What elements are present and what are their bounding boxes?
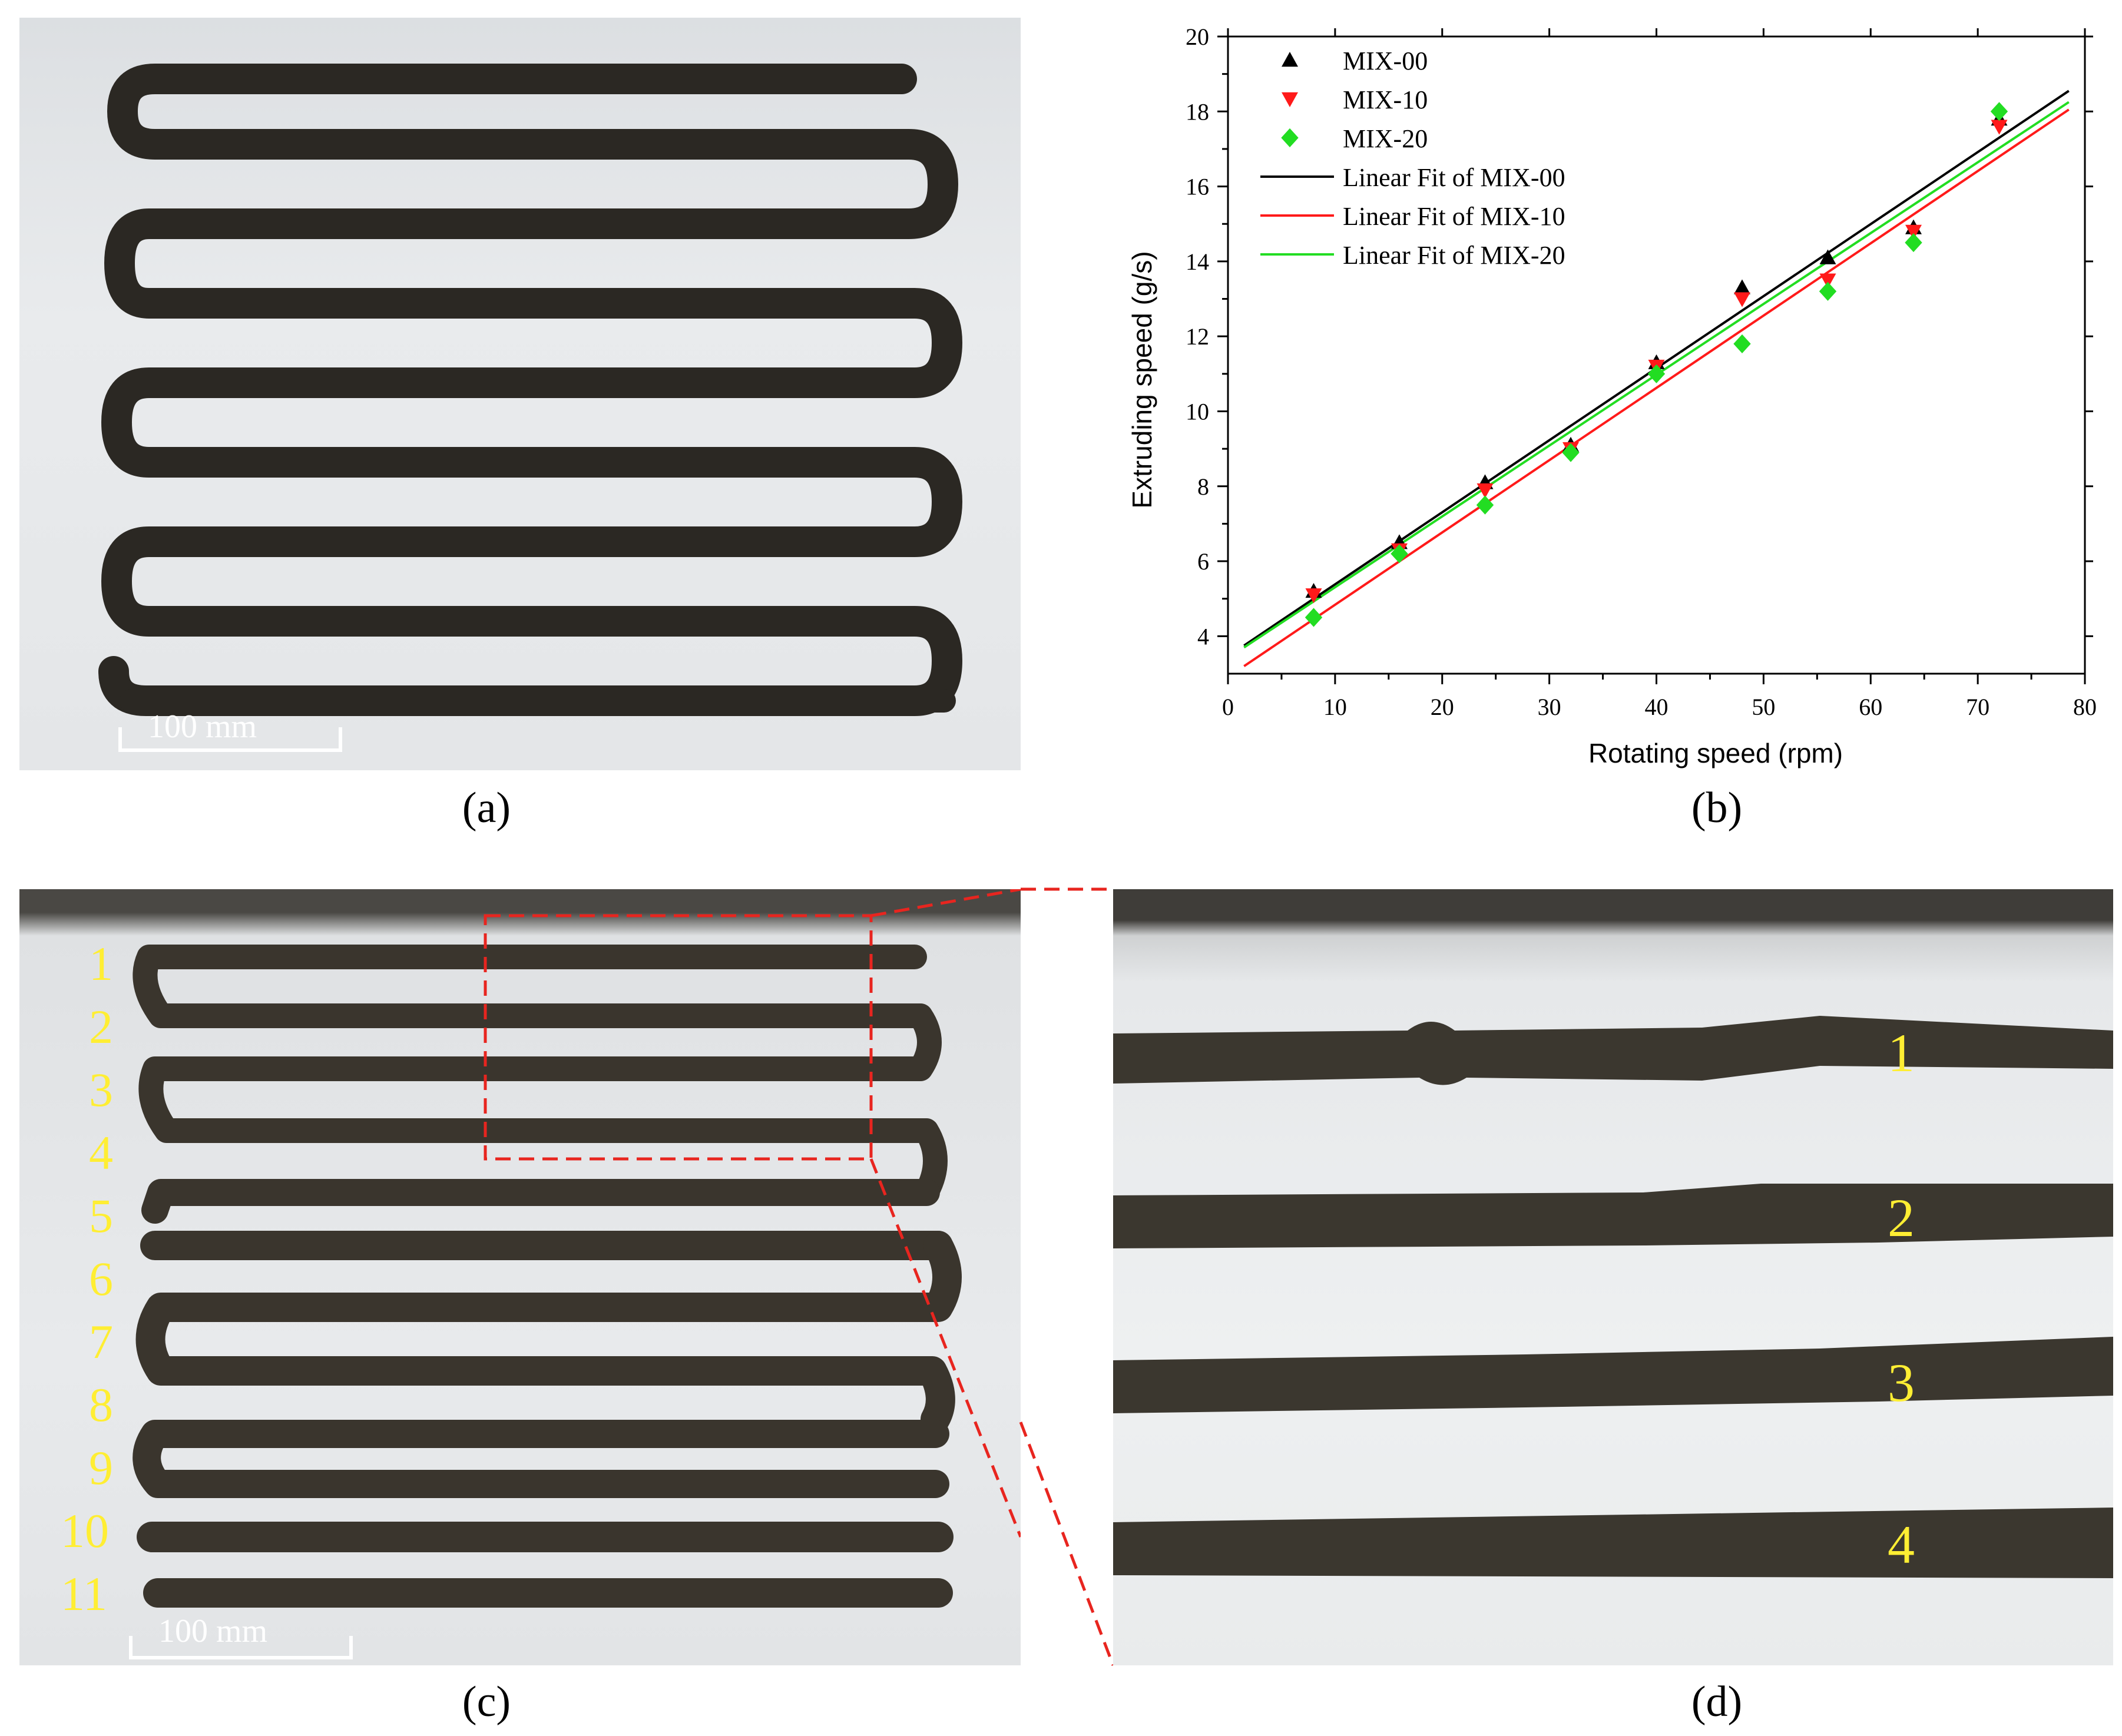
legend-label: MIX-00 [1343,47,1428,75]
legend-marker [1281,128,1299,148]
x-tick-label: 0 [1222,694,1234,720]
layer-label-c: 4 [89,1126,113,1180]
x-tick-label: 20 [1431,694,1454,720]
data-point [1477,483,1494,499]
layer-label-d: 2 [1888,1188,1915,1248]
serpentine-print-c [133,889,1021,1608]
layer-label-d: 4 [1888,1515,1915,1575]
layer-label-c: 11 [61,1567,107,1621]
chart-legend: MIX-00 MIX-10 MIX-20 Linear Fit of MIX-00 Li… [1260,47,1565,270]
scale-bar-c [129,1636,353,1659]
layer-label-c: 6 [89,1252,113,1306]
layer-label-c: 1 [89,937,113,990]
x-tick-label: 30 [1538,694,1561,720]
photo-panel-d: 1 2 3 4 [1113,889,2113,1665]
legend-label: MIX-10 [1343,85,1428,114]
y-tick-label: 6 [1197,548,1209,575]
layer-label-d: 3 [1888,1353,1915,1413]
caption-d: (d) [1691,1678,1743,1726]
legend-label: Linear Fit of MIX-00 [1343,163,1565,192]
caption-c: (c) [462,1678,511,1726]
caption-a: (a) [462,784,511,832]
data-point [1991,120,2008,135]
fit-line [1243,108,2070,667]
scale-bar-label-a: 100 mm [148,708,257,745]
legend-label: Linear Fit of MIX-20 [1343,241,1565,270]
photo-panel-a: 100 mm [19,18,1021,770]
layer-label-c: 2 [89,1000,113,1053]
x-tick-label: 50 [1752,694,1775,720]
chart-panel-b: 0 10 20 30 40 50 60 70 80 4 6 8 10 12 14 16 18 20 MIX-00 M… [1119,12,2120,789]
legend-marker [1282,92,1298,107]
legend-marker [1282,52,1298,67]
scale-bar-label-c: 100 mm [158,1613,268,1649]
y-tick-label: 18 [1186,98,1209,125]
layer-label-c: 8 [89,1378,113,1432]
axis-ticks: 0 10 20 30 40 50 60 70 80 4 6 8 10 12 14 16 18 20 [1186,24,2097,720]
x-tick-label: 60 [1859,694,1882,720]
layer-label-c: 3 [89,1063,113,1117]
y-tick-label: 16 [1186,174,1209,200]
data-point [1733,334,1751,354]
layer-label-c: 9 [89,1441,113,1495]
data-point [1734,292,1750,307]
data-point [1305,588,1322,604]
y-tick-label: 10 [1186,398,1209,425]
y-tick-label: 12 [1186,323,1209,350]
layer-label-c: 10 [61,1504,109,1558]
data-point [1734,279,1750,294]
x-tick-label: 80 [2073,694,2097,720]
caption-b: (b) [1691,784,1743,832]
layer-label-d: 1 [1888,1023,1915,1083]
zoom-highlight-box [484,914,873,1161]
data-point [1819,281,1837,301]
x-tick-label: 70 [1966,694,1989,720]
photo-panel-c: 1 2 3 4 5 6 7 8 9 10 11 100 mm [19,889,1021,1665]
layer-label-c: 7 [89,1315,113,1369]
x-tick-label: 10 [1323,694,1347,720]
y-tick-label: 20 [1186,24,1209,50]
x-tick-label: 40 [1645,694,1669,720]
legend-label: Linear Fit of MIX-10 [1343,202,1565,231]
layer-label-c: 5 [89,1189,113,1243]
zoomed-layers-d [1113,1016,2113,1578]
serpentine-print-a [98,64,962,716]
y-tick-label: 4 [1197,623,1209,650]
scale-bar-a [118,727,342,752]
data-point [1819,249,1836,264]
y-tick-label: 8 [1197,473,1209,500]
y-axis-label: Extruding speed (g/s) [1127,251,1157,508]
y-tick-label: 14 [1186,249,1209,275]
data-point [1905,233,1922,253]
data-point [1990,102,2008,121]
data-point [1819,273,1836,289]
data-point [1905,224,1922,240]
x-axis-label: Rotating speed (rpm) [1588,738,1843,768]
legend-label: MIX-20 [1343,124,1428,153]
